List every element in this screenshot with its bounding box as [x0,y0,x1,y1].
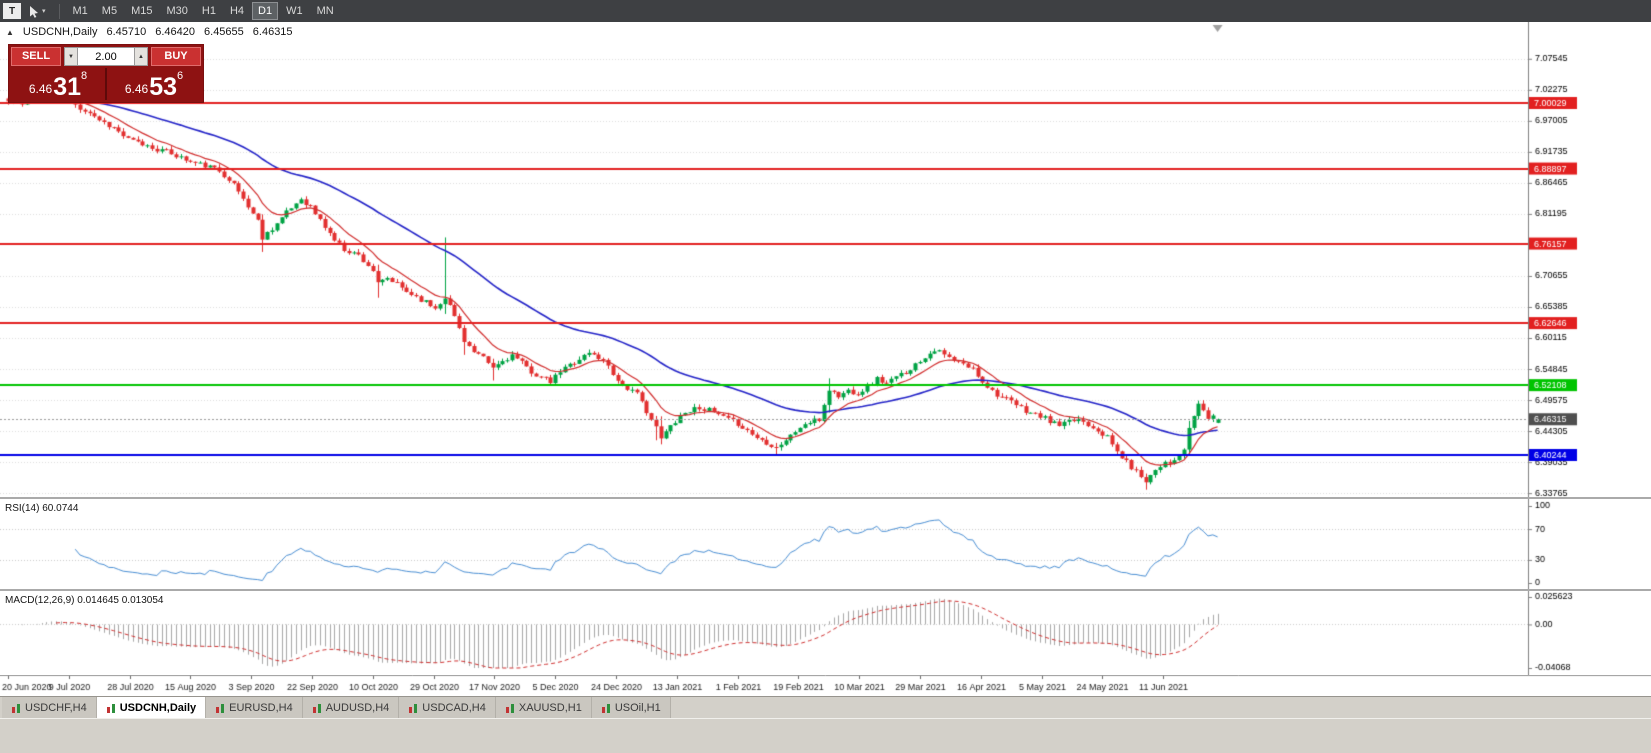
macd-pane-canvas[interactable] [0,591,1651,675]
timeframe-button-group: M1 M5 M15 M30 H1 H4 D1 W1 MN [67,2,340,20]
cursor-tool-button[interactable]: ▾ [23,2,52,20]
buy-price-pip: 6 [177,70,184,82]
buy-price-prefix: 6.46 [124,82,149,96]
ohlc-high: 6.46420 [155,26,196,38]
chart-tab-label: AUDUSD,H4 [325,701,390,714]
timeframe-m30-button[interactable]: M30 [160,2,193,20]
sell-price-pip: 8 [81,70,88,82]
mini-chart-icon [601,703,610,713]
timeframe-w1-button[interactable]: W1 [280,2,309,20]
timeframe-h1-button[interactable]: H1 [196,2,222,20]
mini-chart-icon [505,703,514,713]
mini-chart-icon [12,703,20,713]
sell-button[interactable]: SELL [11,47,61,66]
chart-window: ▲ USDCNH,Daily 6.45710 6.46420 6.45655 6… [0,22,1651,696]
mini-chart-icon [216,703,225,713]
chart-tab-label: XAUUSD,H1 [518,701,582,714]
chart-tab-label: USOil,H1 [614,701,661,714]
chart-tab-eurusd-h4[interactable]: EURUSD,H4 [206,697,303,718]
sell-price-display[interactable]: 6.46 31 8 [11,68,107,100]
buy-price-big: 53 [149,73,178,101]
rsi-pane-canvas[interactable] [0,499,1651,589]
toolbar-separator [58,3,60,19]
chart-tab-usdcnh-daily[interactable]: USDCNH,Daily [96,697,207,718]
ohlc-close: 6.46315 [252,26,293,38]
ohlc-open: 6.45710 [106,26,147,38]
chart-tab-label: USDCHF,H4 [25,701,87,714]
one-click-trading-panel: SELL ▼ ▲ BUY 6.46 31 8 6.46 53 6 [8,44,204,103]
sell-price-big: 31 [53,73,82,101]
chart-tab-audusd-h4[interactable]: AUDUSD,H4 [302,697,400,718]
chart-tab-usoil-h1[interactable]: USOil,H1 [591,697,671,718]
chart-tab-bar: USDCHF,H4 USDCNH,Daily EURUSD,H4 AUDUSD,H4 U… [0,696,1651,718]
mini-chart-icon [409,703,418,713]
pane-separator[interactable] [0,589,1651,591]
chart-title: ▲ USDCNH,Daily 6.45710 6.46420 6.45655 6… [6,26,293,38]
rsi-indicator-label: RSI(14) 60.0744 [5,503,79,514]
status-bar [0,718,1651,753]
timeframe-d1-button[interactable]: D1 [252,2,279,20]
chart-tab-xauusd-h1[interactable]: XAUUSD,H1 [495,697,592,718]
chart-tab-label: USDCNH,Daily [119,701,197,714]
volume-input[interactable] [78,47,134,66]
buy-price-display[interactable]: 6.46 53 6 [107,68,201,100]
chart-type-button[interactable]: T [3,3,21,19]
cursor-icon [30,5,38,18]
date-axis-canvas [0,675,1651,696]
timeframe-m15-button[interactable]: M15 [125,2,158,20]
volume-control: ▼ ▲ [64,47,148,66]
chart-window-icon: ▲ [6,27,14,37]
symbol-period-label: USDCNH,Daily [22,26,98,38]
buy-button[interactable]: BUY [151,47,201,66]
chart-tab-usdcad-h4[interactable]: USDCAD,H4 [399,697,496,718]
main-chart-canvas[interactable] [0,22,1651,497]
chart-tab-label: EURUSD,H4 [229,701,293,714]
timeframe-mn-button[interactable]: MN [311,2,340,20]
mini-chart-icon [312,703,321,713]
chart-tab-usdchf-h4[interactable]: USDCHF,H4 [2,697,97,718]
macd-indicator-label: MACD(12,26,9) 0.014645 0.013054 [5,595,164,606]
volume-up-button[interactable]: ▲ [134,47,148,66]
toolbar: T ▾ M1 M5 M15 M30 H1 H4 D1 W1 MN [0,0,1651,22]
timeframe-h4-button[interactable]: H4 [224,2,250,20]
sell-price-prefix: 6.46 [28,82,53,96]
pane-separator[interactable] [0,497,1651,499]
chart-tab-label: USDCAD,H4 [422,701,486,714]
timeframe-m1-button[interactable]: M1 [67,2,94,20]
mini-chart-icon [106,703,115,713]
volume-down-button[interactable]: ▼ [64,47,78,66]
chevron-down-icon: ▾ [42,8,46,15]
ohlc-low: 6.45655 [204,26,244,38]
timeframe-m5-button[interactable]: M5 [96,2,123,20]
